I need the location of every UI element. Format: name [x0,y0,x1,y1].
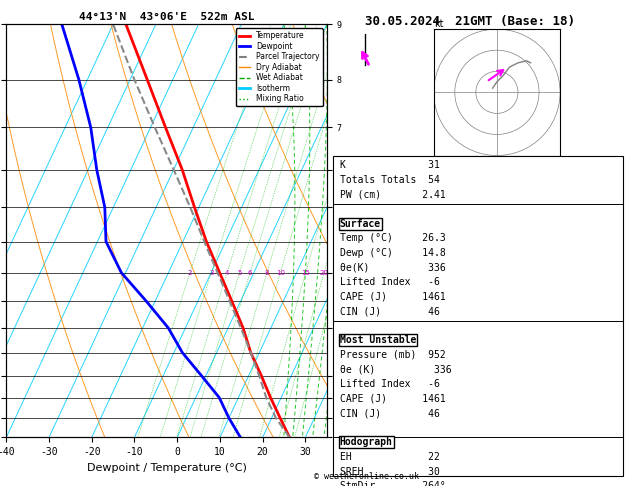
Text: Hodograph: Hodograph [340,437,392,448]
Text: 10: 10 [276,270,285,276]
Text: 3: 3 [209,270,214,276]
Legend: Temperature, Dewpoint, Parcel Trajectory, Dry Adiabat, Wet Adiabat, Isotherm, Mi: Temperature, Dewpoint, Parcel Trajectory… [236,28,323,106]
Text: θe(K)          336: θe(K) 336 [340,262,445,273]
Text: PW (cm)       2.41: PW (cm) 2.41 [340,190,445,200]
Text: CAPE (J)      1461: CAPE (J) 1461 [340,394,445,404]
Text: EH             22: EH 22 [340,452,440,462]
Text: 4: 4 [225,270,229,276]
Text: Temp (°C)     26.3: Temp (°C) 26.3 [340,233,445,243]
Text: StmDir        264°: StmDir 264° [340,481,445,486]
Text: 20: 20 [320,270,328,276]
Text: Lifted Index   -6: Lifted Index -6 [340,277,440,287]
Text: © weatheronline.co.uk: © weatheronline.co.uk [314,472,420,481]
Text: 6: 6 [248,270,252,276]
Text: 2: 2 [187,270,192,276]
Text: Dewp (°C)     14.8: Dewp (°C) 14.8 [340,248,445,258]
Title: 44°13'N  43°06'E  522m ASL: 44°13'N 43°06'E 522m ASL [79,12,254,22]
Text: CIN (J)        46: CIN (J) 46 [340,408,440,418]
Text: K              31: K 31 [340,160,440,171]
Text: 30.05.2024  21GMT (Base: 18): 30.05.2024 21GMT (Base: 18) [365,15,575,28]
Text: 5: 5 [237,270,242,276]
Text: θe (K)          336: θe (K) 336 [340,364,451,375]
Text: 8: 8 [265,270,269,276]
Text: 15: 15 [301,270,310,276]
X-axis label: Dewpoint / Temperature (°C): Dewpoint / Temperature (°C) [87,463,247,473]
Text: Most Unstable: Most Unstable [340,335,416,346]
Text: SREH           30: SREH 30 [340,467,440,477]
Text: kt: kt [434,19,443,29]
Text: CAPE (J)      1461: CAPE (J) 1461 [340,292,445,302]
Y-axis label: km
ASL: km ASL [352,222,374,240]
Text: Pressure (mb)  952: Pressure (mb) 952 [340,350,445,360]
Text: Lifted Index   -6: Lifted Index -6 [340,379,440,389]
Text: Totals Totals  54: Totals Totals 54 [340,175,440,185]
Text: Surface: Surface [340,219,381,229]
Text: CIN (J)        46: CIN (J) 46 [340,306,440,316]
